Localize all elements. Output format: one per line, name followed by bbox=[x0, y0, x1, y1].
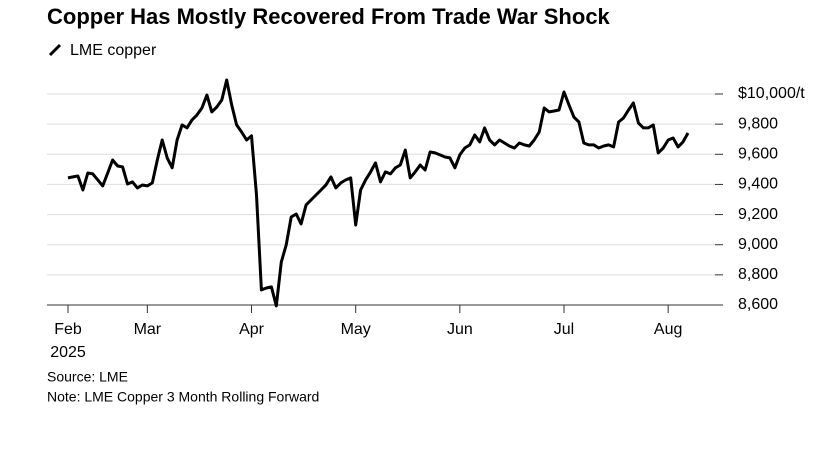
y-tick-label: 9,000 bbox=[738, 236, 778, 253]
chart-title: Copper Has Mostly Recovered From Trade W… bbox=[47, 4, 611, 29]
x-year-label: 2025 bbox=[50, 344, 86, 361]
x-tick-label: Jul bbox=[554, 321, 574, 338]
legend-label: LME copper bbox=[70, 42, 157, 59]
y-tick-label: 8,600 bbox=[738, 296, 778, 313]
y-tick-label: $10,000/t bbox=[738, 85, 805, 102]
y-tick-label: 9,400 bbox=[738, 176, 778, 193]
source: Source: LME bbox=[47, 369, 128, 385]
legend-swatch bbox=[48, 43, 62, 57]
x-tick-label: Aug bbox=[654, 321, 682, 338]
line-series bbox=[67, 78, 690, 308]
x-tick-label: Feb bbox=[54, 321, 82, 338]
x-tick-label: Jun bbox=[447, 321, 473, 338]
x-tick-label: May bbox=[341, 321, 371, 338]
y-tick-label: 9,600 bbox=[738, 146, 778, 163]
note: Note: LME Copper 3 Month Rolling Forward bbox=[47, 389, 319, 405]
y-tick-label: 9,800 bbox=[738, 115, 778, 132]
y-tick-label: 9,200 bbox=[738, 206, 778, 223]
x-tick-label: Mar bbox=[134, 321, 162, 338]
x-tick-label: Apr bbox=[239, 321, 265, 338]
y-tick-label: 8,800 bbox=[738, 266, 778, 283]
